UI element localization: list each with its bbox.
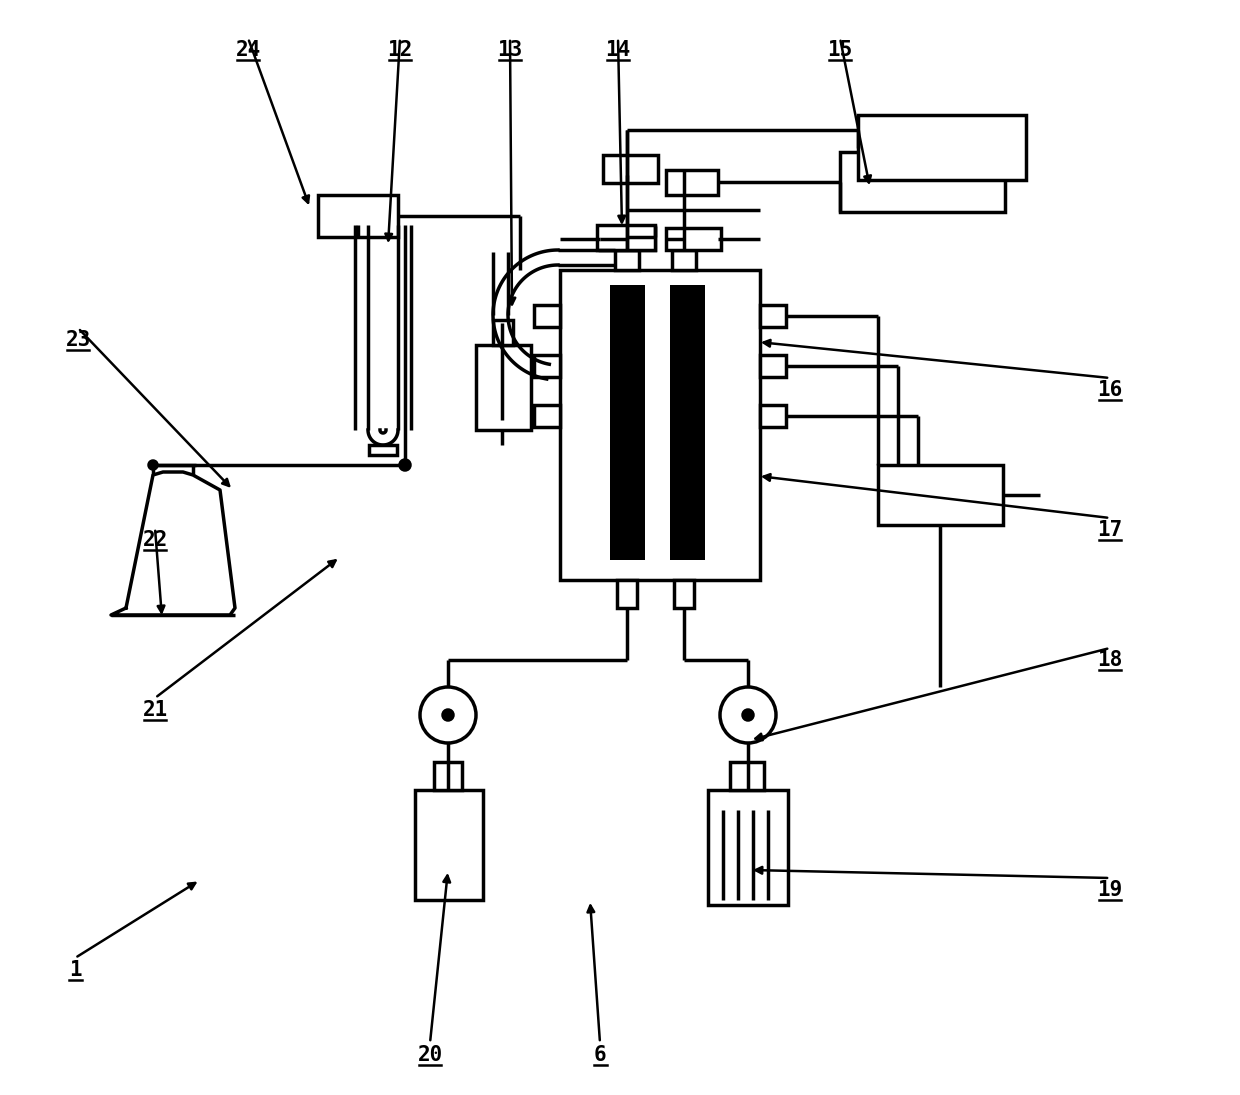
Text: 13: 13 [497,41,522,60]
Bar [534,306,560,327]
Text: 23: 23 [66,330,91,350]
Circle shape [743,710,753,721]
Text: 20: 20 [418,1045,443,1065]
Bar [708,789,787,904]
Bar [434,762,463,789]
Text: 1: 1 [68,960,82,980]
Bar [666,170,718,195]
Circle shape [443,710,453,721]
Bar [560,270,760,580]
Text: 14: 14 [605,41,631,60]
Circle shape [420,687,476,744]
Text: 19: 19 [1097,880,1122,900]
Bar [603,155,658,183]
Text: 18: 18 [1097,650,1122,670]
Bar [760,355,786,377]
Bar [675,580,694,608]
Bar [670,285,706,560]
Bar [672,250,696,270]
Bar [476,345,531,430]
Bar [618,580,637,608]
Bar [610,285,645,560]
Bar [600,228,655,250]
Bar [415,789,484,900]
Bar [760,306,786,327]
Text: 21: 21 [143,700,167,721]
Text: 16: 16 [1097,380,1122,400]
Bar [615,250,639,270]
Bar [534,405,560,427]
Bar [760,405,786,427]
Bar [317,195,398,237]
Circle shape [720,687,776,744]
Bar [596,224,655,250]
Bar [534,355,560,377]
Bar [370,445,397,456]
Bar [839,152,1004,212]
Circle shape [149,461,157,469]
Text: 15: 15 [827,41,853,60]
Bar [730,762,764,789]
Bar [666,228,720,250]
Bar [494,320,513,345]
Bar [858,115,1025,180]
Text: 22: 22 [143,530,167,550]
Text: 6: 6 [594,1045,606,1065]
Bar [878,465,1003,525]
Text: 24: 24 [236,41,260,60]
Circle shape [401,460,410,470]
Text: 17: 17 [1097,520,1122,540]
Text: 12: 12 [387,41,413,60]
